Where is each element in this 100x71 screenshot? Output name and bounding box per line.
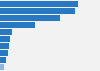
Bar xyxy=(0,22,35,28)
Bar xyxy=(0,29,12,35)
Bar xyxy=(0,64,4,70)
Bar xyxy=(0,8,75,14)
Bar xyxy=(0,15,60,21)
Bar xyxy=(0,57,6,63)
Bar xyxy=(0,50,8,56)
Bar xyxy=(0,43,9,49)
Bar xyxy=(0,36,10,42)
Bar xyxy=(0,1,78,7)
